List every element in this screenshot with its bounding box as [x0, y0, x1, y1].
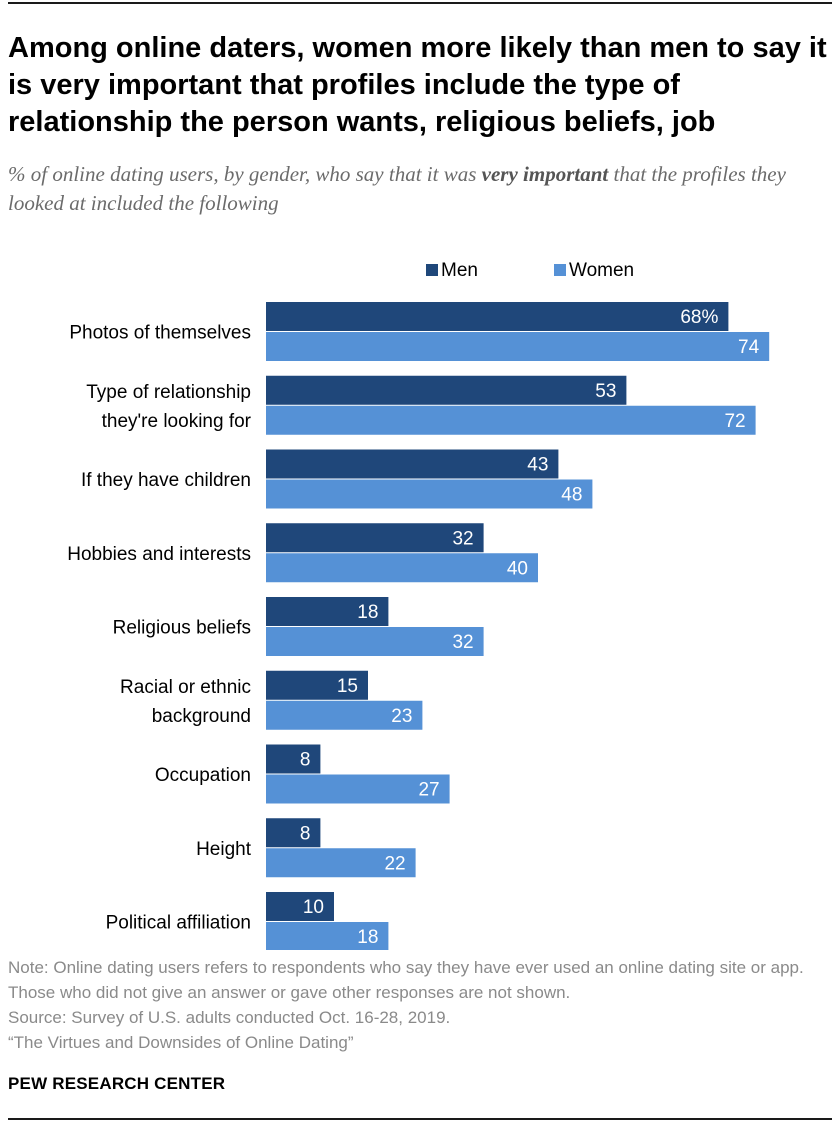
bar-men: [266, 302, 729, 331]
chart-subtitle: % of online dating users, by gender, who…: [8, 160, 828, 218]
category-label: Type of relationship they're looking for: [86, 382, 251, 432]
bar-group: If they have children 43 48: [81, 449, 593, 509]
legend-swatch-men: [426, 264, 438, 276]
category-label-line: Hobbies and interests: [67, 544, 251, 565]
note-text: Note: Online dating users refers to resp…: [8, 958, 804, 1002]
bar-men: [266, 523, 484, 553]
value-label-men: 68%: [680, 307, 718, 328]
bar-group: Hobbies and interests 32 40: [67, 523, 538, 583]
category-label: If they have children: [81, 470, 251, 491]
bar-women: [266, 479, 593, 509]
category-label-line: Occupation: [155, 765, 251, 786]
category-label: Photos of themselves: [69, 323, 251, 344]
bar-men: [266, 449, 559, 479]
bar-group: Occupation 8 27: [155, 744, 450, 804]
legend: Men Women: [426, 260, 634, 281]
top-rule: [8, 2, 832, 4]
chart-notes: Note: Online dating users refers to resp…: [8, 955, 828, 1055]
value-label-men: 18: [357, 602, 378, 623]
value-label-men: 43: [527, 455, 548, 476]
category-label: Occupation: [155, 765, 251, 786]
value-label-men: 32: [452, 528, 473, 549]
value-label-women: 23: [391, 706, 412, 727]
value-label-men: 10: [303, 897, 324, 918]
bar-men: [266, 597, 389, 626]
bar-group: Religious beliefs 18 32: [113, 597, 484, 656]
category-label-line: Religious beliefs: [113, 618, 251, 639]
bottom-rule: [8, 1118, 832, 1120]
source-text: Source: Survey of U.S. adults conducted …: [8, 1008, 451, 1027]
category-label-line: Type of relationship: [86, 382, 251, 403]
bar-men: [266, 818, 321, 848]
category-label-line: Height: [196, 839, 252, 860]
chart-title: Among online daters, women more likely t…: [8, 32, 827, 138]
value-label-men: 15: [337, 676, 358, 697]
bar-women: [266, 553, 538, 583]
value-label-women: 18: [357, 927, 378, 948]
category-label: Hobbies and interests: [67, 544, 251, 565]
legend-label-men: Men: [441, 260, 478, 281]
category-label-line: If they have children: [81, 470, 251, 491]
bar-group: Political affiliation 10 18: [106, 892, 389, 950]
bar-group: Photos of themselves 68% 74: [69, 302, 770, 361]
value-label-women: 74: [738, 337, 760, 358]
value-label-men: 8: [300, 750, 311, 771]
brand-logo-text: PEW RESEARCH CENTER: [8, 1074, 226, 1093]
category-label-line: Political affiliation: [106, 913, 251, 934]
value-label-women: 32: [452, 632, 473, 653]
report-title: “The Virtues and Downsides of Online Dat…: [8, 1033, 354, 1052]
category-label-line: background: [152, 706, 251, 727]
subtitle-text-end: that the profiles they looked at include…: [8, 162, 786, 215]
bar-women: [266, 627, 484, 656]
value-label-women: 22: [384, 853, 405, 874]
category-label: Political affiliation: [106, 913, 251, 934]
bar-men: [266, 744, 321, 774]
bar-group: Type of relationship they're looking for 5…: [86, 375, 756, 435]
category-label: Religious beliefs: [113, 618, 251, 639]
bar-women: [266, 405, 756, 435]
bar-men: [266, 375, 627, 405]
value-label-men: 8: [300, 823, 311, 844]
value-label-women: 40: [507, 558, 528, 579]
subtitle-emphasis: very important: [481, 162, 609, 186]
category-label-line: Photos of themselves: [69, 323, 251, 344]
bar-chart: Men Women Photos of themselves 68% 74 Type of…: [67, 260, 770, 950]
category-label: Racial or ethnic background: [120, 677, 251, 727]
value-label-women: 72: [724, 411, 745, 432]
legend-swatch-women: [554, 264, 566, 276]
subtitle-text-start: % of online dating users, by gender, who…: [8, 162, 482, 186]
bar-women: [266, 700, 423, 730]
value-label-women: 27: [418, 780, 439, 801]
bar-women: [266, 848, 416, 878]
bar-group: Height 8 22: [196, 818, 416, 878]
category-label: Height: [196, 839, 252, 860]
bar-women: [266, 922, 389, 950]
bar-group: Racial or ethnic background 15 23: [120, 670, 423, 730]
value-label-men: 53: [595, 381, 616, 402]
bar-women: [266, 332, 770, 361]
bar-women: [266, 774, 450, 804]
category-label-line: Racial or ethnic: [120, 677, 251, 698]
value-label-women: 48: [561, 485, 582, 506]
bar-men: [266, 892, 334, 921]
category-label-line: they're looking for: [102, 411, 252, 432]
legend-label-women: Women: [569, 260, 634, 281]
bar-men: [266, 670, 368, 700]
